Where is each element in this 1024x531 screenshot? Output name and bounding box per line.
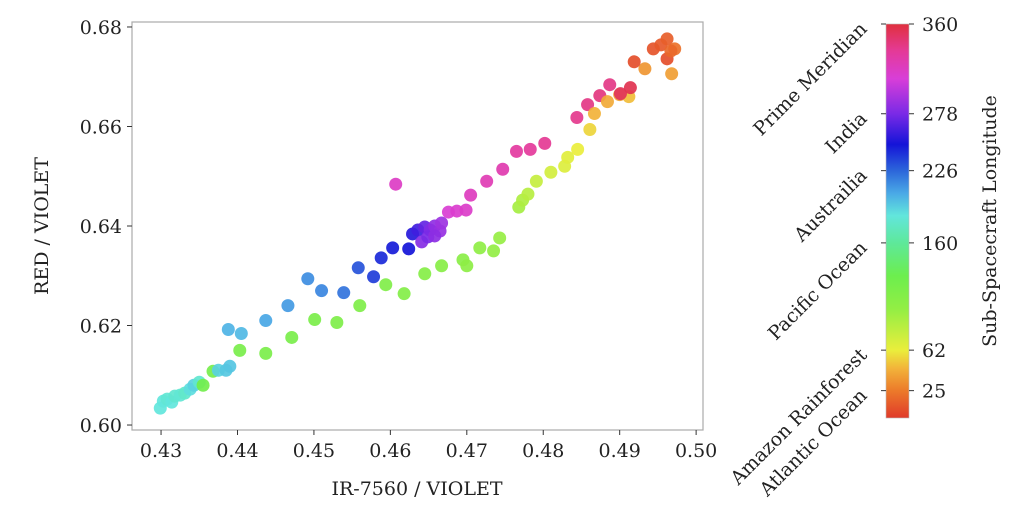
data-point	[418, 267, 432, 281]
data-point	[379, 278, 393, 292]
y-axis-ticks: 0.60 0.62 0.64 0.66 0.68	[80, 17, 132, 437]
data-point	[367, 270, 381, 284]
data-point	[386, 241, 400, 255]
data-points	[153, 32, 682, 415]
data-point	[374, 251, 388, 265]
data-point	[529, 174, 543, 188]
data-point	[627, 55, 641, 69]
y-tick-label: 0.68	[80, 17, 122, 39]
data-point	[496, 162, 510, 176]
data-point	[487, 244, 501, 258]
data-point	[428, 229, 442, 243]
data-point	[521, 187, 535, 201]
data-point	[581, 98, 595, 112]
data-point	[301, 272, 315, 286]
data-point	[561, 150, 575, 164]
data-point	[638, 62, 652, 76]
location-label: India	[821, 108, 871, 158]
data-point	[435, 216, 449, 230]
data-point	[353, 299, 367, 313]
data-point	[613, 87, 627, 101]
colorbar-ticks: 25 62 160 226 278 360	[881, 14, 958, 403]
data-point	[587, 107, 601, 121]
data-point	[603, 78, 617, 92]
data-point	[281, 299, 295, 313]
y-tick-label: 0.66	[80, 116, 122, 138]
data-point	[234, 326, 248, 340]
data-point	[623, 81, 637, 95]
x-tick-label: 0.48	[522, 440, 564, 462]
x-tick-label: 0.47	[446, 440, 488, 462]
data-point	[473, 241, 487, 255]
location-label: Austrailia	[789, 165, 871, 247]
data-point	[538, 136, 552, 150]
data-point	[660, 32, 674, 46]
colorbar-label: Sub-Spacecraft Longitude	[979, 95, 1001, 347]
data-point	[223, 359, 237, 373]
data-point	[221, 322, 235, 336]
data-point	[570, 111, 584, 125]
location-label: Pacific Ocean	[764, 237, 872, 345]
data-point	[351, 261, 365, 275]
data-point	[330, 316, 344, 330]
x-axis-label: IR-7560 / VIOLET	[331, 478, 502, 500]
colorbar	[885, 23, 910, 419]
data-point	[571, 142, 585, 156]
x-tick-label: 0.43	[140, 440, 182, 462]
data-point	[460, 259, 474, 273]
data-point	[308, 313, 322, 327]
data-point	[664, 44, 678, 58]
data-point	[285, 330, 299, 344]
colorbar-tick-label: 25	[922, 381, 946, 403]
y-tick-label: 0.62	[80, 316, 122, 338]
data-point	[337, 286, 351, 300]
data-point	[196, 378, 210, 392]
data-point	[459, 203, 473, 217]
y-tick-label: 0.60	[80, 415, 122, 437]
data-point	[544, 165, 558, 179]
data-point	[464, 188, 478, 202]
data-point	[493, 231, 507, 245]
x-tick-label: 0.46	[369, 440, 411, 462]
x-tick-label: 0.50	[675, 440, 717, 462]
data-point	[583, 122, 597, 136]
colorbar-tick-label: 360	[922, 14, 958, 36]
x-axis-ticks: 0.43 0.44 0.45 0.46 0.47 0.48 0.49 0.50	[140, 430, 717, 462]
colorbar-tick-label: 278	[922, 104, 958, 126]
colorbar-tick-label: 226	[922, 161, 958, 183]
x-tick-label: 0.49	[599, 440, 641, 462]
x-tick-label: 0.44	[216, 440, 258, 462]
data-point	[389, 177, 403, 191]
data-point	[259, 314, 273, 328]
data-point	[509, 144, 523, 158]
y-tick-label: 0.64	[80, 216, 122, 238]
data-point	[233, 343, 247, 357]
data-point	[435, 259, 449, 273]
data-point	[397, 287, 411, 301]
y-axis-label: RED / VIOLET	[31, 157, 53, 295]
colorbar-tick-label: 160	[922, 233, 958, 255]
data-point	[402, 242, 416, 256]
x-tick-label: 0.45	[293, 440, 335, 462]
data-point	[480, 174, 494, 188]
data-point	[315, 284, 329, 298]
colorbar-tick-label: 62	[922, 340, 946, 362]
data-point	[259, 346, 273, 360]
data-point	[665, 67, 679, 81]
data-point	[600, 95, 614, 109]
data-point	[523, 142, 537, 156]
